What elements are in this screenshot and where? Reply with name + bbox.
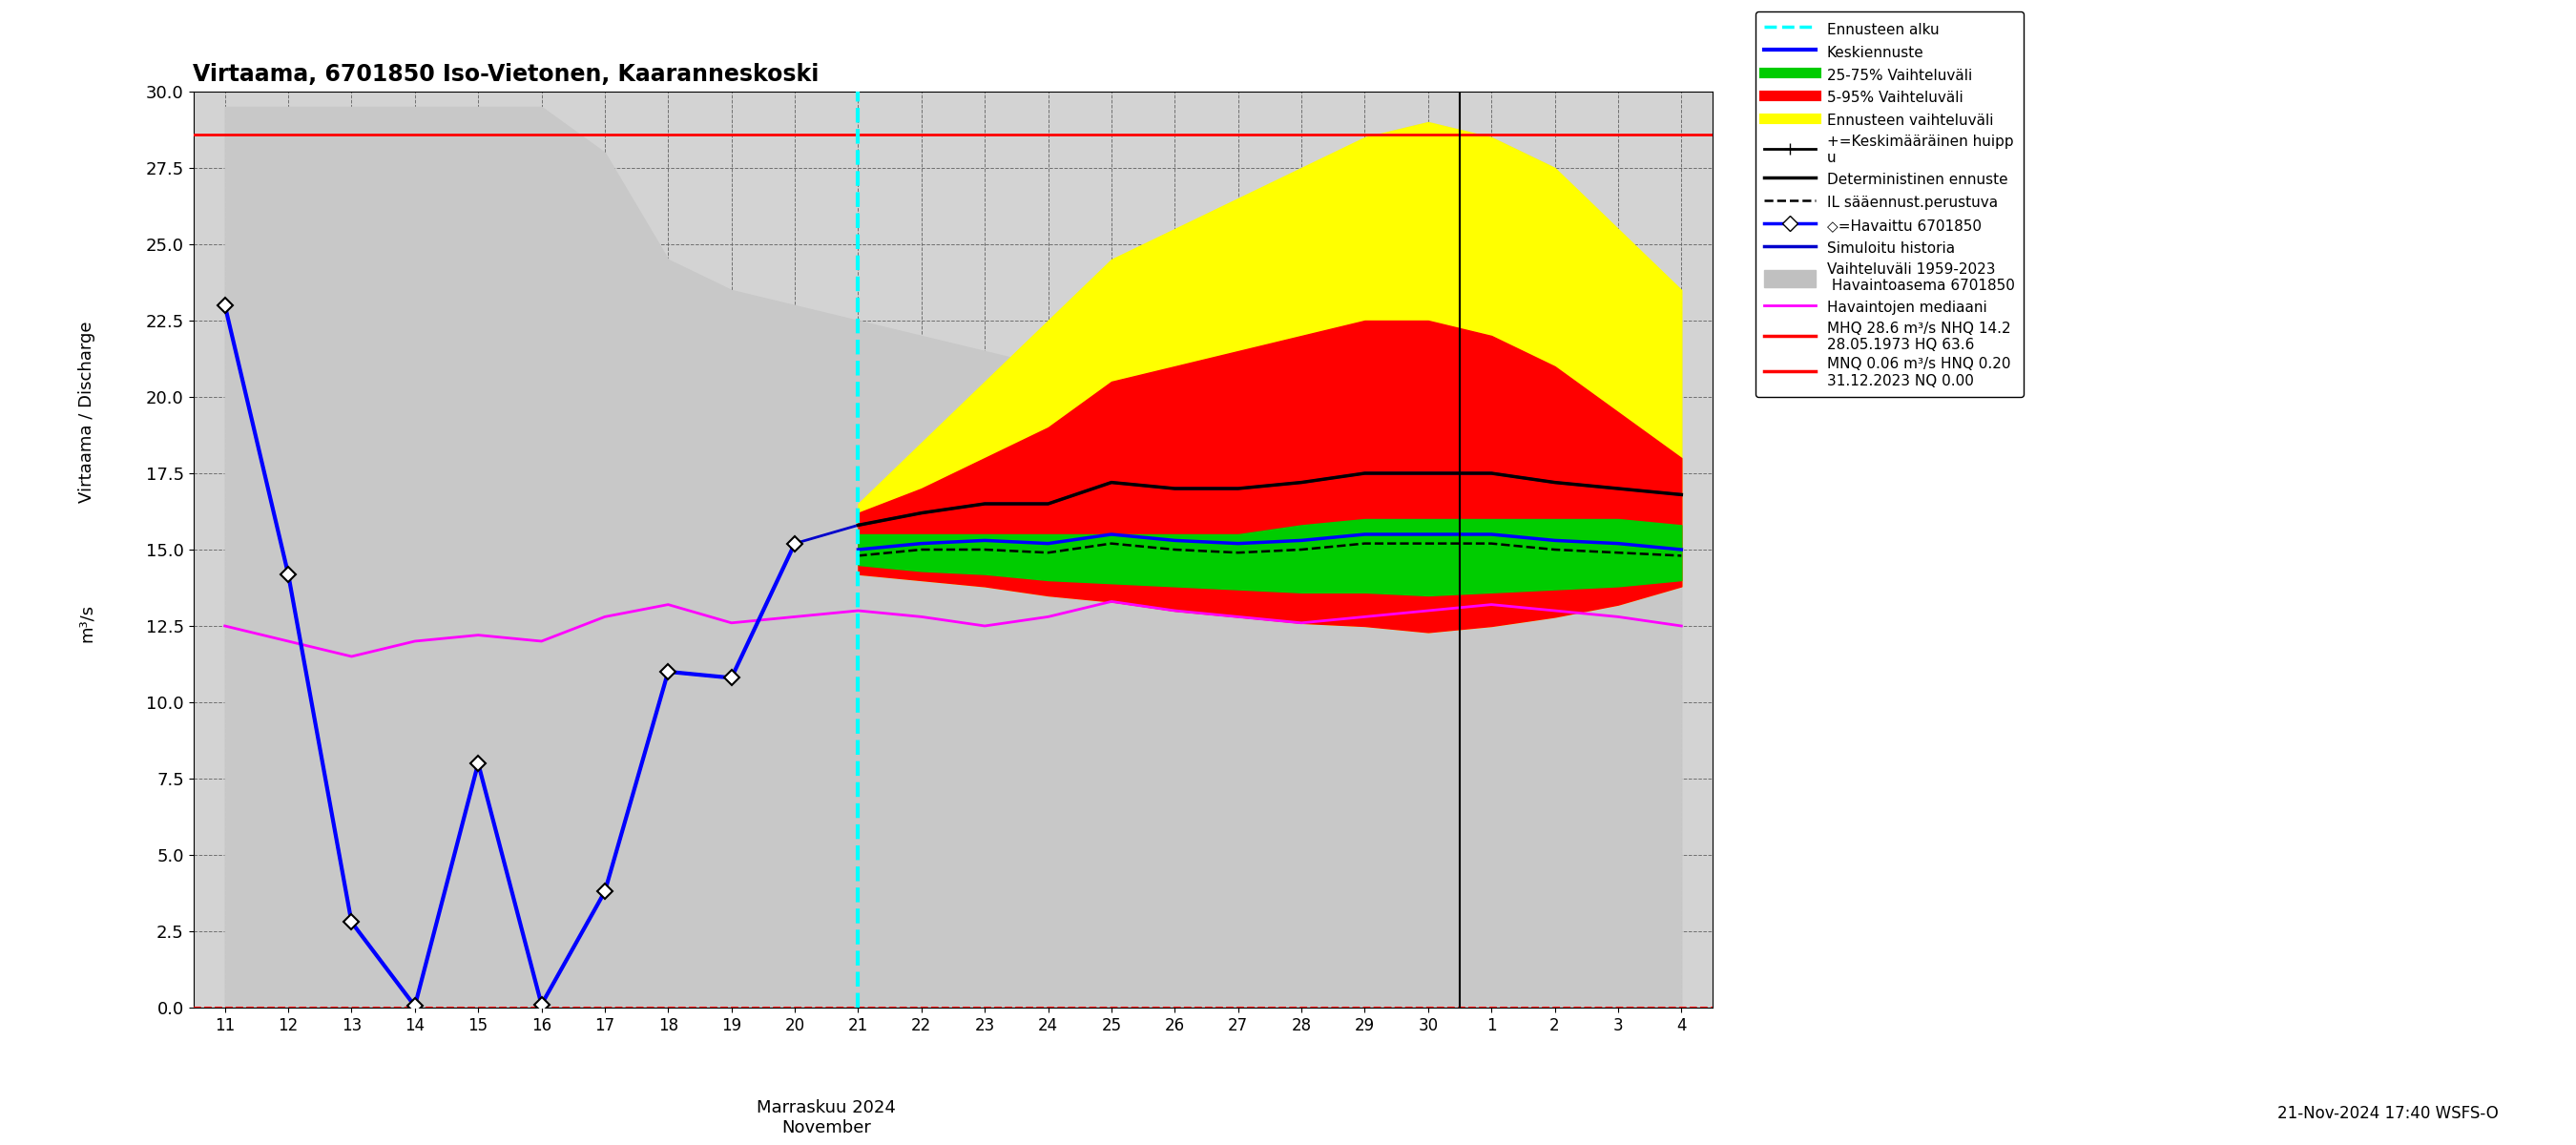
Text: m³/s: m³/s: [77, 603, 95, 642]
Text: Virtaama, 6701850 Iso-Vietonen, Kaaranneskoski: Virtaama, 6701850 Iso-Vietonen, Kaaranne…: [193, 63, 819, 86]
Text: Virtaama / Discharge: Virtaama / Discharge: [77, 322, 95, 503]
Text: Marraskuu 2024
November: Marraskuu 2024 November: [757, 1099, 896, 1136]
Text: 21-Nov-2024 17:40 WSFS-O: 21-Nov-2024 17:40 WSFS-O: [2277, 1105, 2499, 1122]
Legend: Ennusteen alku, Keskiennuste, 25-75% Vaihteluväli, 5-95% Vaihteluväli, Ennusteen: Ennusteen alku, Keskiennuste, 25-75% Vai…: [1757, 11, 2025, 397]
